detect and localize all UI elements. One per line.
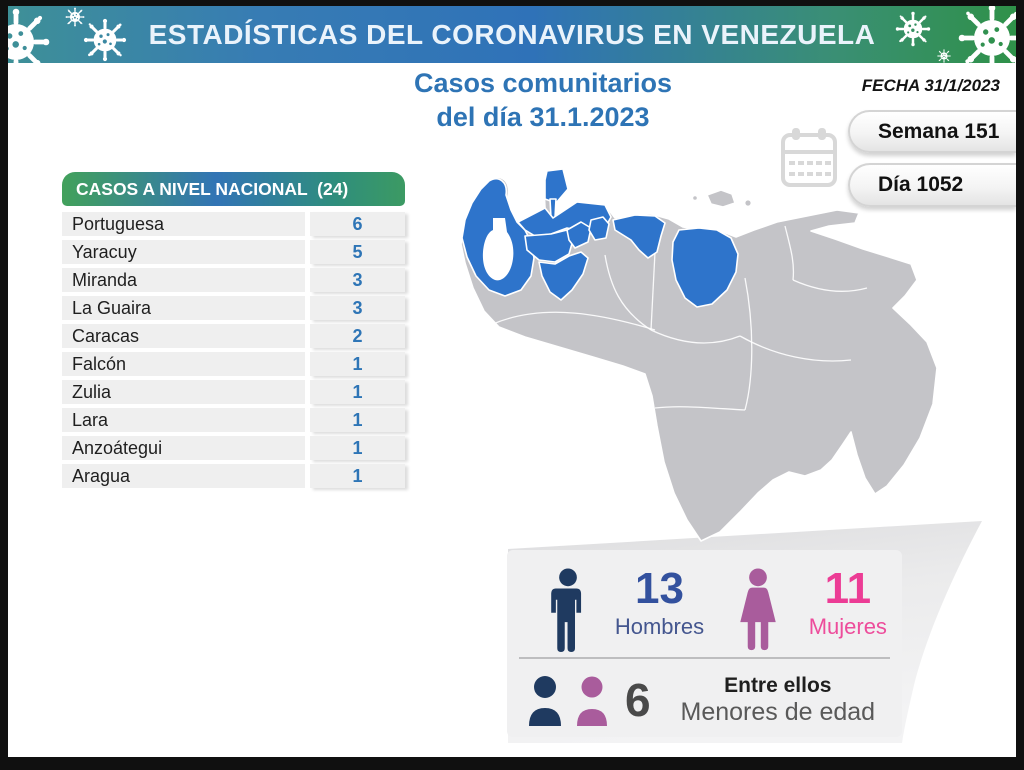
woman-icon <box>739 568 776 651</box>
week-badge: Semana 151 <box>848 110 1016 153</box>
table-row: Lara 1 <box>62 408 405 432</box>
table-row: Anzoátegui 1 <box>62 436 405 460</box>
minors-text: Entre ellos Menores de edad <box>661 674 895 727</box>
map-lake-maracaibo <box>482 218 514 281</box>
map-state-miranda <box>612 214 666 259</box>
map-state-yaracuy <box>566 221 592 249</box>
minors-count: 6 <box>625 674 651 726</box>
map-state-portuguesa <box>538 251 589 301</box>
state-cases: 1 <box>310 408 405 432</box>
women-label: Mujeres <box>808 614 887 639</box>
state-name: Caracas <box>62 324 305 348</box>
state-cases: 1 <box>310 352 405 376</box>
girl-icon <box>577 676 607 726</box>
card-divider <box>519 657 890 659</box>
gender-stats-row: 13 Hombres 11 Mujeres <box>507 566 902 652</box>
state-name: Aragua <box>62 464 305 488</box>
state-cases: 5 <box>310 240 405 264</box>
date-label: FECHA 31/1/2023 <box>861 76 1000 95</box>
header-bar: ESTADÍSTICAS DEL CORONAVIRUS EN VENEZUEL… <box>8 6 1016 63</box>
demographics-card: 13 Hombres 11 Mujeres <box>507 550 902 737</box>
state-name: La Guaira <box>62 296 305 320</box>
table-row: Portuguesa 6 <box>62 212 405 236</box>
state-name: Portuguesa <box>62 212 305 236</box>
cases-table: CASOS A NIVEL NACIONAL (24) Portuguesa 6 … <box>62 172 405 492</box>
state-cases: 2 <box>310 324 405 348</box>
women-count: 11 <box>824 564 872 613</box>
minors-line2: Menores de edad <box>680 697 876 726</box>
subtitle-line2: del día 31.1.2023 <box>436 102 650 132</box>
table-row: Zulia 1 <box>62 380 405 404</box>
table-row: Aragua 1 <box>62 464 405 488</box>
minors-line1: Entre ellos <box>724 673 832 697</box>
map-state-lara <box>524 229 574 263</box>
state-cases: 1 <box>310 464 405 488</box>
map-state-anzoategui <box>671 227 739 308</box>
state-cases: 1 <box>310 436 405 460</box>
subtitle: Casos comunitarios del día 31.1.2023 <box>348 66 738 134</box>
table-row: Miranda 3 <box>62 268 405 292</box>
week-badge-label: Semana 151 <box>878 119 1000 143</box>
calendar-icon <box>781 128 837 187</box>
men-label: Hombres <box>614 614 705 639</box>
map-island <box>691 194 699 202</box>
infographic-canvas: ESTADÍSTICAS DEL CORONAVIRUS EN VENEZUEL… <box>8 6 1016 757</box>
minors-row: 6 Entre ellos Menores de edad <box>525 672 895 728</box>
men-count: 13 <box>635 564 684 613</box>
state-cases: 3 <box>310 296 405 320</box>
state-name: Anzoátegui <box>62 436 305 460</box>
day-badge-label: Día 1052 <box>878 173 964 196</box>
table-row: Caracas 2 <box>62 324 405 348</box>
state-name: Miranda <box>62 268 305 292</box>
man-icon <box>551 568 582 652</box>
state-cases: 3 <box>310 268 405 292</box>
map-state-paraguana <box>544 168 569 204</box>
venezuela-map <box>460 167 938 542</box>
map-island-margarita <box>706 189 736 208</box>
state-name: Falcón <box>62 352 305 376</box>
table-row: Yaracuy 5 <box>62 240 405 264</box>
table-header: CASOS A NIVEL NACIONAL (24) <box>62 172 405 206</box>
table-row: La Guaira 3 <box>62 296 405 320</box>
boy-icon <box>529 676 561 726</box>
day-badge: Día 1052 <box>848 163 1016 207</box>
map-island <box>743 198 753 208</box>
state-name: Lara <box>62 408 305 432</box>
state-name: Zulia <box>62 380 305 404</box>
map-state-carabobo <box>588 216 610 241</box>
state-cases: 1 <box>310 380 405 404</box>
subtitle-line1: Casos comunitarios <box>413 68 673 98</box>
state-name: Yaracuy <box>62 240 305 264</box>
state-cases: 6 <box>310 212 405 236</box>
table-row: Falcón 1 <box>62 352 405 376</box>
page-title: ESTADÍSTICAS DEL CORONAVIRUS EN VENEZUEL… <box>148 18 876 50</box>
